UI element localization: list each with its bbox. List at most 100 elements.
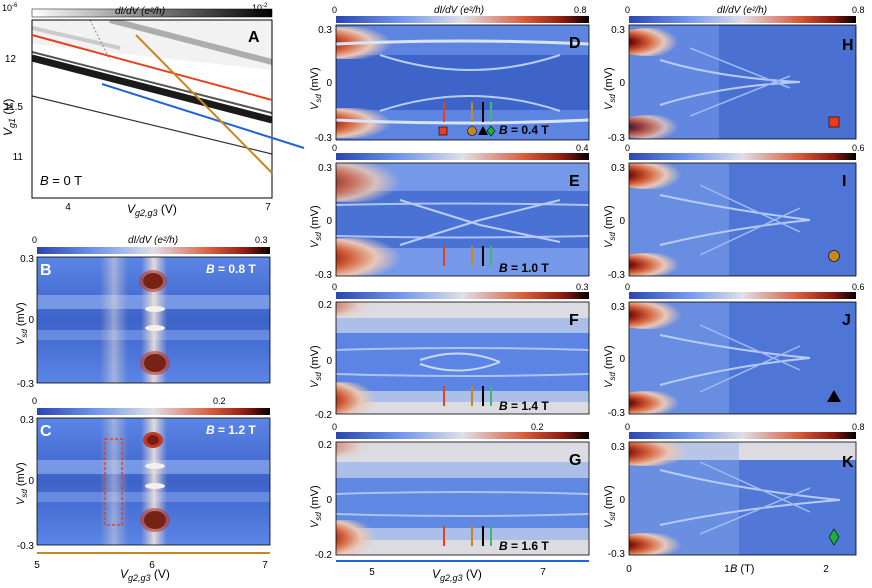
colorbar-e — [336, 153, 589, 160]
ytick-c-03: 0.3 — [20, 415, 34, 426]
xlabel-c: Vg2,g3 (V) — [120, 567, 170, 583]
plot-frame-i — [628, 162, 857, 277]
colorbar-f — [336, 292, 589, 299]
annotation-g: B = 1.6 T — [499, 539, 549, 553]
panel-h: 0 0.8 dI/dV (e²/h) H 0.3 0 -0.3 Vsd (mV) — [603, 5, 865, 144]
colorbar-b — [37, 247, 270, 254]
ytick-k-m03: -0.3 — [608, 549, 626, 560]
xlabel-k: B (T) — [730, 563, 754, 575]
ytick-b-03: 0.3 — [20, 254, 34, 265]
colorbar-g — [336, 432, 589, 439]
ytick-h-m03: -0.3 — [608, 133, 626, 144]
triangle-marker-d — [478, 126, 488, 135]
plot-frame-a — [31, 19, 273, 199]
cb-d-max: 0.8 — [574, 5, 587, 15]
cb-j-min: 0 — [625, 282, 630, 292]
annotation-d: B = 0.4 T — [499, 123, 549, 137]
colorbar-j — [629, 292, 856, 299]
panel-label-c: C — [40, 423, 52, 440]
colorbar-d — [336, 16, 589, 23]
annotation-c: B = 1.2 T — [206, 423, 256, 437]
panel-c: 0 0.2 C B = 1.2 T 0.3 0 -0.3 5 6 7 Vsd (… — [15, 396, 271, 583]
xtick-k-0: 0 — [626, 564, 632, 575]
panel-j: 0 0.6 J 0.3 0 -0.3 Vsd (mV) — [603, 282, 865, 419]
ylabel-e: Vsd (mV) — [309, 205, 323, 248]
ytick-e-0: 0 — [326, 216, 332, 227]
cb-h-title: dI/dV (e²/h) — [717, 5, 767, 16]
ylabel-i: Vsd (mV) — [603, 205, 617, 248]
xtick-g-7: 7 — [540, 567, 546, 578]
cb-b-max: 0.3 — [255, 235, 268, 245]
panel-label-h: H — [842, 37, 854, 54]
ylabel-f: Vsd (mV) — [309, 345, 323, 388]
cb-d-title: dI/dV (e²/h) — [434, 5, 484, 16]
ylabel-k: Vsd (mV) — [603, 485, 617, 528]
cb-b-title: dI/dV (e²/h) — [128, 235, 178, 246]
panel-f: 0 0.3 F B = 1.4 T 0.2 0 -0.2 Vsd (mV) — [309, 282, 590, 421]
xtick-k-1: 1 — [724, 564, 730, 575]
panel-i: 0 0.6 I 0.3 0 -0.3 Vsd (mV) — [603, 143, 865, 281]
panel-label-e: E — [569, 173, 580, 190]
cb-g-min: 0 — [332, 422, 337, 432]
plot-frame-b — [36, 256, 271, 384]
ylabel-d: Vsd (mV) — [309, 67, 323, 110]
ytick-c-0: 0 — [28, 476, 34, 487]
xlabel-a: Vg2,g3 (V) — [127, 202, 177, 218]
ytick-d-m03: -0.3 — [315, 133, 333, 144]
ylabel-j: Vsd (mV) — [603, 345, 617, 388]
ytick-c-m03: -0.3 — [17, 541, 35, 552]
ytick-k-0: 0 — [619, 495, 625, 506]
cb-h-max: 0.8 — [852, 5, 865, 15]
panel-label-b: B — [40, 262, 52, 279]
panel-label-j: J — [842, 312, 851, 329]
cb-g-tick: 0.2 — [531, 422, 544, 432]
circle-marker-i — [828, 250, 840, 262]
panel-e: 0 0.4 E B = 1.0 T 0.3 0 -0.3 Vsd (mV) — [309, 143, 590, 281]
triangle-marker-j — [827, 390, 841, 402]
ylabel-g: Vsd (mV) — [309, 485, 323, 528]
ytick-a-12: 12 — [5, 54, 17, 65]
panel-k: 0 0.8 K 0.3 0 -0.3 0 1 2 B (T) Vsd (mV) — [603, 422, 865, 575]
ylabel-c: Vsd (mV) — [15, 462, 29, 505]
annotation-a: B = 0 T — [40, 173, 82, 188]
ytick-d-0: 0 — [326, 78, 332, 89]
cb-k-min: 0 — [625, 422, 630, 432]
cb-a-low: 10-6 — [2, 3, 18, 13]
cb-k-max: 0.8 — [852, 422, 865, 432]
panel-label-i: I — [842, 173, 846, 190]
plot-frame-e — [335, 162, 590, 277]
xtick-a-7: 7 — [265, 202, 271, 213]
blue-cut-line — [101, 83, 305, 149]
red-cut-line — [31, 34, 273, 101]
xtick-c-7: 7 — [262, 560, 268, 571]
cb-b-min: 0 — [32, 235, 37, 245]
ytick-h-0: 0 — [619, 78, 625, 89]
ytick-g-0: 0 — [326, 495, 332, 506]
plot-frame-k — [628, 441, 857, 556]
panel-b: 0 0.3 dI/dV (e²/h) B B = 0.8 T 0.3 0 -0.… — [15, 235, 271, 390]
plot-frame-j — [628, 301, 857, 415]
xtick-a-4: 4 — [65, 202, 71, 213]
plot-frame-g — [335, 441, 590, 556]
cb-d-min: 0 — [332, 5, 337, 15]
ytick-a-115: 11.5 — [4, 102, 23, 113]
square-marker-d — [438, 126, 448, 136]
ytick-h-03: 0.3 — [611, 25, 625, 36]
ytick-k-03: 0.3 — [611, 442, 625, 453]
square-marker-h — [828, 116, 840, 128]
orange-cut-line — [135, 34, 273, 174]
panel-d: 0 0.8 dI/dV (e²/h) D B = 0.4 T 0.3 0 -0.… — [309, 5, 590, 144]
panel-label-k: K — [842, 454, 854, 471]
cb-e-min: 0 — [332, 143, 337, 153]
panel-g: 0 0.2 G B = 1.6 T 0.2 0 -0.2 5 7 Vsd (mV… — [309, 422, 590, 583]
ytick-i-0: 0 — [619, 216, 625, 227]
circle-marker-d — [467, 126, 477, 136]
ytick-f-0: 0 — [326, 356, 332, 367]
colorbar-k — [629, 432, 856, 439]
ytick-i-03: 0.3 — [611, 163, 625, 174]
panel-label-a: A — [248, 29, 260, 46]
cb-a-high: 10-2 — [252, 3, 268, 13]
ylabel-b: Vsd (mV) — [15, 302, 29, 345]
annotation-b: B = 0.8 T — [206, 262, 256, 276]
